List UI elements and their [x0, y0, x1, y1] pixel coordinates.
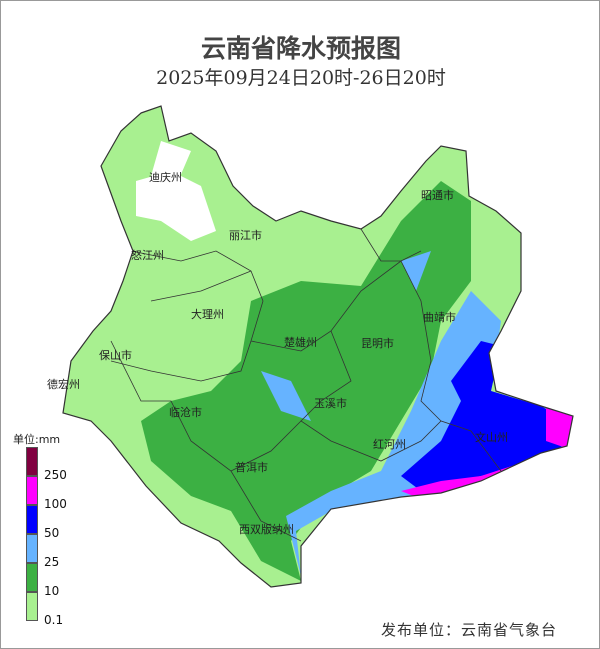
city-label: 昭通市 — [421, 188, 454, 202]
city-label: 楚雄州 — [284, 335, 317, 349]
city-label: 文山州 — [475, 430, 508, 444]
city-label: 迪庆州 — [149, 170, 182, 184]
legend-swatch — [26, 447, 38, 476]
city-label: 怒江州 — [131, 248, 164, 262]
legend-label: 250 — [44, 468, 67, 482]
prefecture-boundaries — [110, 228, 502, 542]
city-label: 临沧市 — [169, 405, 202, 419]
region-25-50mm — [401, 251, 431, 291]
region-100-250mm — [401, 463, 521, 499]
legend-label: 100 — [44, 497, 67, 511]
legend-swatch — [26, 563, 38, 592]
region-50-100mm — [401, 341, 566, 491]
city-label: 红河州 — [373, 438, 406, 451]
yunnan-outline — [62, 105, 574, 588]
publisher-label: 发布单位：云南省气象台 — [380, 621, 557, 639]
legend-swatch — [26, 534, 38, 563]
legend-label: 0.1 — [44, 613, 64, 627]
city-label: 昆明市 — [361, 336, 394, 350]
legend-label: 25 — [44, 555, 60, 569]
city-label: 德宏州 — [47, 377, 80, 391]
legend-label: 10 — [44, 584, 60, 598]
city-label: 普洱市 — [235, 460, 268, 474]
city-label: 西双版纳州 — [239, 522, 294, 536]
map-subtitle: 2025年09月24日20时-26日20时 — [156, 67, 446, 89]
region-no-rain — [151, 141, 191, 186]
city-label: 曲靖市 — [423, 310, 456, 324]
legend-swatch — [26, 505, 38, 534]
city-label: 大理州 — [191, 307, 224, 321]
region-10-25mm — [141, 181, 471, 581]
region-no-rain — [136, 171, 216, 241]
legend-swatch — [26, 476, 38, 505]
city-label: 玉溪市 — [314, 396, 347, 410]
region-25-50mm — [261, 371, 311, 421]
legend-swatch — [26, 592, 38, 621]
legend-label: 50 — [44, 526, 60, 540]
city-label: 丽江市 — [229, 228, 262, 242]
city-label: 保山市 — [99, 348, 132, 362]
map-title: 云南省降水预报图 — [200, 34, 401, 63]
legend-unit: 单位:mm — [13, 433, 61, 446]
legend: 单位:mm 250 100 50 25 10 0.1 — [13, 431, 103, 627]
